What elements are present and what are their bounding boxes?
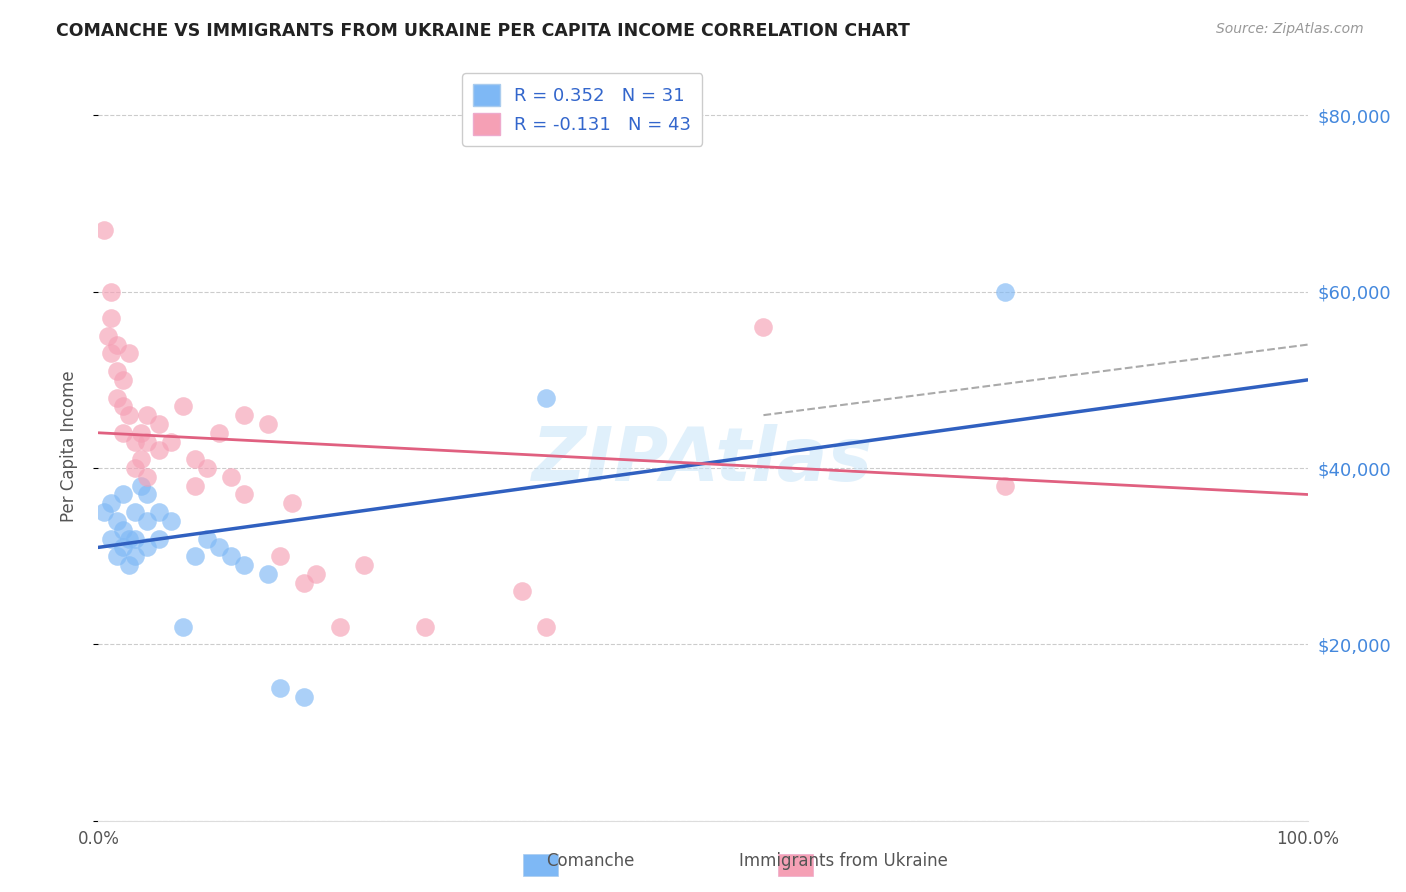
Point bbox=[105, 337, 128, 351]
Point bbox=[172, 400, 194, 414]
Point bbox=[124, 434, 146, 449]
Point bbox=[221, 470, 243, 484]
Point bbox=[93, 223, 115, 237]
Point bbox=[160, 434, 183, 449]
Point bbox=[124, 532, 146, 546]
Point bbox=[256, 417, 278, 431]
Point bbox=[111, 487, 134, 501]
Point bbox=[100, 496, 122, 510]
Point bbox=[124, 461, 146, 475]
Point bbox=[105, 549, 128, 564]
Point bbox=[256, 566, 278, 581]
Point bbox=[118, 408, 141, 422]
Point bbox=[184, 452, 207, 467]
Point bbox=[111, 400, 134, 414]
Point bbox=[534, 620, 557, 634]
Point bbox=[292, 575, 315, 590]
Text: COMANCHE VS IMMIGRANTS FROM UKRAINE PER CAPITA INCOME CORRELATION CHART: COMANCHE VS IMMIGRANTS FROM UKRAINE PER … bbox=[56, 22, 910, 40]
Point bbox=[534, 391, 557, 405]
Point bbox=[752, 320, 775, 334]
Point bbox=[208, 541, 231, 555]
Point bbox=[510, 584, 533, 599]
Point bbox=[124, 505, 146, 519]
Text: Comanche: Comanche bbox=[547, 852, 634, 870]
Text: ZIPAtlas: ZIPAtlas bbox=[533, 425, 873, 498]
Point bbox=[105, 391, 128, 405]
Point bbox=[124, 549, 146, 564]
Point bbox=[353, 558, 375, 572]
Point bbox=[100, 532, 122, 546]
Point bbox=[135, 514, 157, 528]
Point bbox=[129, 425, 152, 440]
Point bbox=[135, 487, 157, 501]
Point bbox=[148, 443, 170, 458]
Point bbox=[281, 496, 304, 510]
Point bbox=[135, 470, 157, 484]
Point bbox=[184, 478, 207, 492]
Point bbox=[111, 523, 134, 537]
Point bbox=[232, 408, 254, 422]
Point bbox=[160, 514, 183, 528]
Point bbox=[329, 620, 352, 634]
Point bbox=[105, 364, 128, 378]
Bar bbox=[523, 854, 558, 876]
Point bbox=[148, 505, 170, 519]
Point bbox=[292, 690, 315, 705]
Point bbox=[172, 620, 194, 634]
Point bbox=[195, 532, 218, 546]
Point bbox=[118, 558, 141, 572]
Point bbox=[269, 681, 291, 696]
Point bbox=[105, 514, 128, 528]
Point bbox=[195, 461, 218, 475]
Point bbox=[413, 620, 436, 634]
Point bbox=[208, 425, 231, 440]
Point bbox=[148, 417, 170, 431]
Point bbox=[135, 434, 157, 449]
Point bbox=[135, 408, 157, 422]
Point bbox=[221, 549, 243, 564]
Y-axis label: Per Capita Income: Per Capita Income bbox=[59, 370, 77, 522]
Point bbox=[994, 285, 1017, 299]
Point bbox=[118, 532, 141, 546]
Point bbox=[111, 541, 134, 555]
Point bbox=[269, 549, 291, 564]
Point bbox=[994, 478, 1017, 492]
Point bbox=[148, 532, 170, 546]
Point bbox=[93, 505, 115, 519]
Point bbox=[129, 478, 152, 492]
Point bbox=[232, 487, 254, 501]
Point bbox=[305, 566, 328, 581]
Legend: R = 0.352   N = 31, R = -0.131   N = 43: R = 0.352 N = 31, R = -0.131 N = 43 bbox=[463, 73, 702, 145]
Point bbox=[135, 541, 157, 555]
Point bbox=[232, 558, 254, 572]
Point bbox=[184, 549, 207, 564]
Point bbox=[111, 425, 134, 440]
Point bbox=[100, 346, 122, 360]
Point bbox=[129, 452, 152, 467]
Point bbox=[100, 311, 122, 326]
Text: Source: ZipAtlas.com: Source: ZipAtlas.com bbox=[1216, 22, 1364, 37]
Text: Immigrants from Ukraine: Immigrants from Ukraine bbox=[740, 852, 948, 870]
Point bbox=[97, 328, 120, 343]
Point bbox=[111, 373, 134, 387]
Point bbox=[100, 285, 122, 299]
Point bbox=[118, 346, 141, 360]
Bar bbox=[778, 854, 813, 876]
